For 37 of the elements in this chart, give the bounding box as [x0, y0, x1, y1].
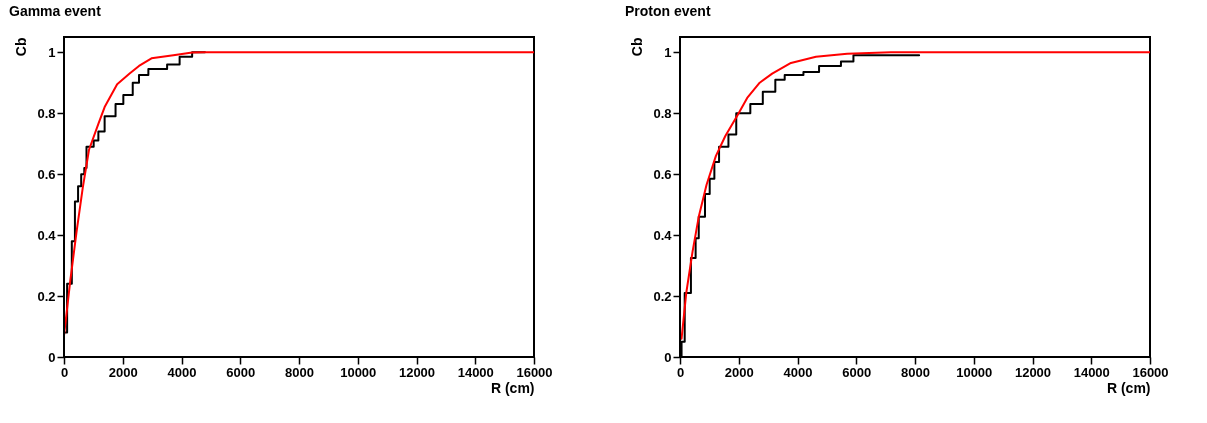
y-tick-label: 0.2 [37, 288, 56, 304]
x-tick-label: 10000 [956, 364, 993, 380]
x-tick-label: 8000 [901, 364, 930, 380]
y-tick-label: 0.8 [653, 105, 672, 121]
x-tick-label: 12000 [398, 364, 436, 380]
x-axis-title: R (cm) [1106, 379, 1151, 396]
y-tick-label: 0 [664, 349, 672, 365]
line-series [680, 51, 1150, 340]
x-tick-label: 2000 [108, 364, 138, 380]
y-tick-label: 0.6 [653, 166, 672, 182]
y-tick-label: 0.4 [37, 227, 57, 243]
x-tick-label: 14000 [1073, 364, 1110, 380]
y-tick-label: 1 [48, 44, 56, 60]
chart-title: Gamma event [9, 3, 102, 19]
x-tick-label: 0 [676, 364, 685, 380]
x-tick-label: 16000 [1132, 364, 1169, 380]
y-tick-label: 1 [664, 44, 672, 60]
x-tick-label: 6000 [226, 364, 256, 380]
y-tick-label: 0.2 [653, 288, 672, 304]
x-axis-title: R (cm) [490, 379, 535, 396]
x-tick-label: 8000 [285, 364, 314, 380]
chart-title: Proton event [625, 3, 711, 19]
x-tick-label: 2000 [724, 364, 754, 380]
x-tick-label: 4000 [783, 364, 813, 380]
y-axis-title: Cb [13, 37, 30, 57]
y-tick-label: 0.6 [37, 166, 56, 182]
x-tick-label: 14000 [457, 364, 494, 380]
x-tick-label: 4000 [167, 364, 197, 380]
x-tick-label: 16000 [516, 364, 553, 380]
y-tick-label: 0.8 [37, 105, 56, 121]
x-tick-label: 0 [60, 364, 69, 380]
y-tick-label: 0 [48, 349, 56, 365]
x-tick-label: 10000 [340, 364, 377, 380]
x-tick-label: 12000 [1014, 364, 1052, 380]
y-tick-label: 0.4 [653, 227, 673, 243]
x-tick-label: 6000 [842, 364, 872, 380]
y-axis-title: Cb [629, 37, 646, 57]
